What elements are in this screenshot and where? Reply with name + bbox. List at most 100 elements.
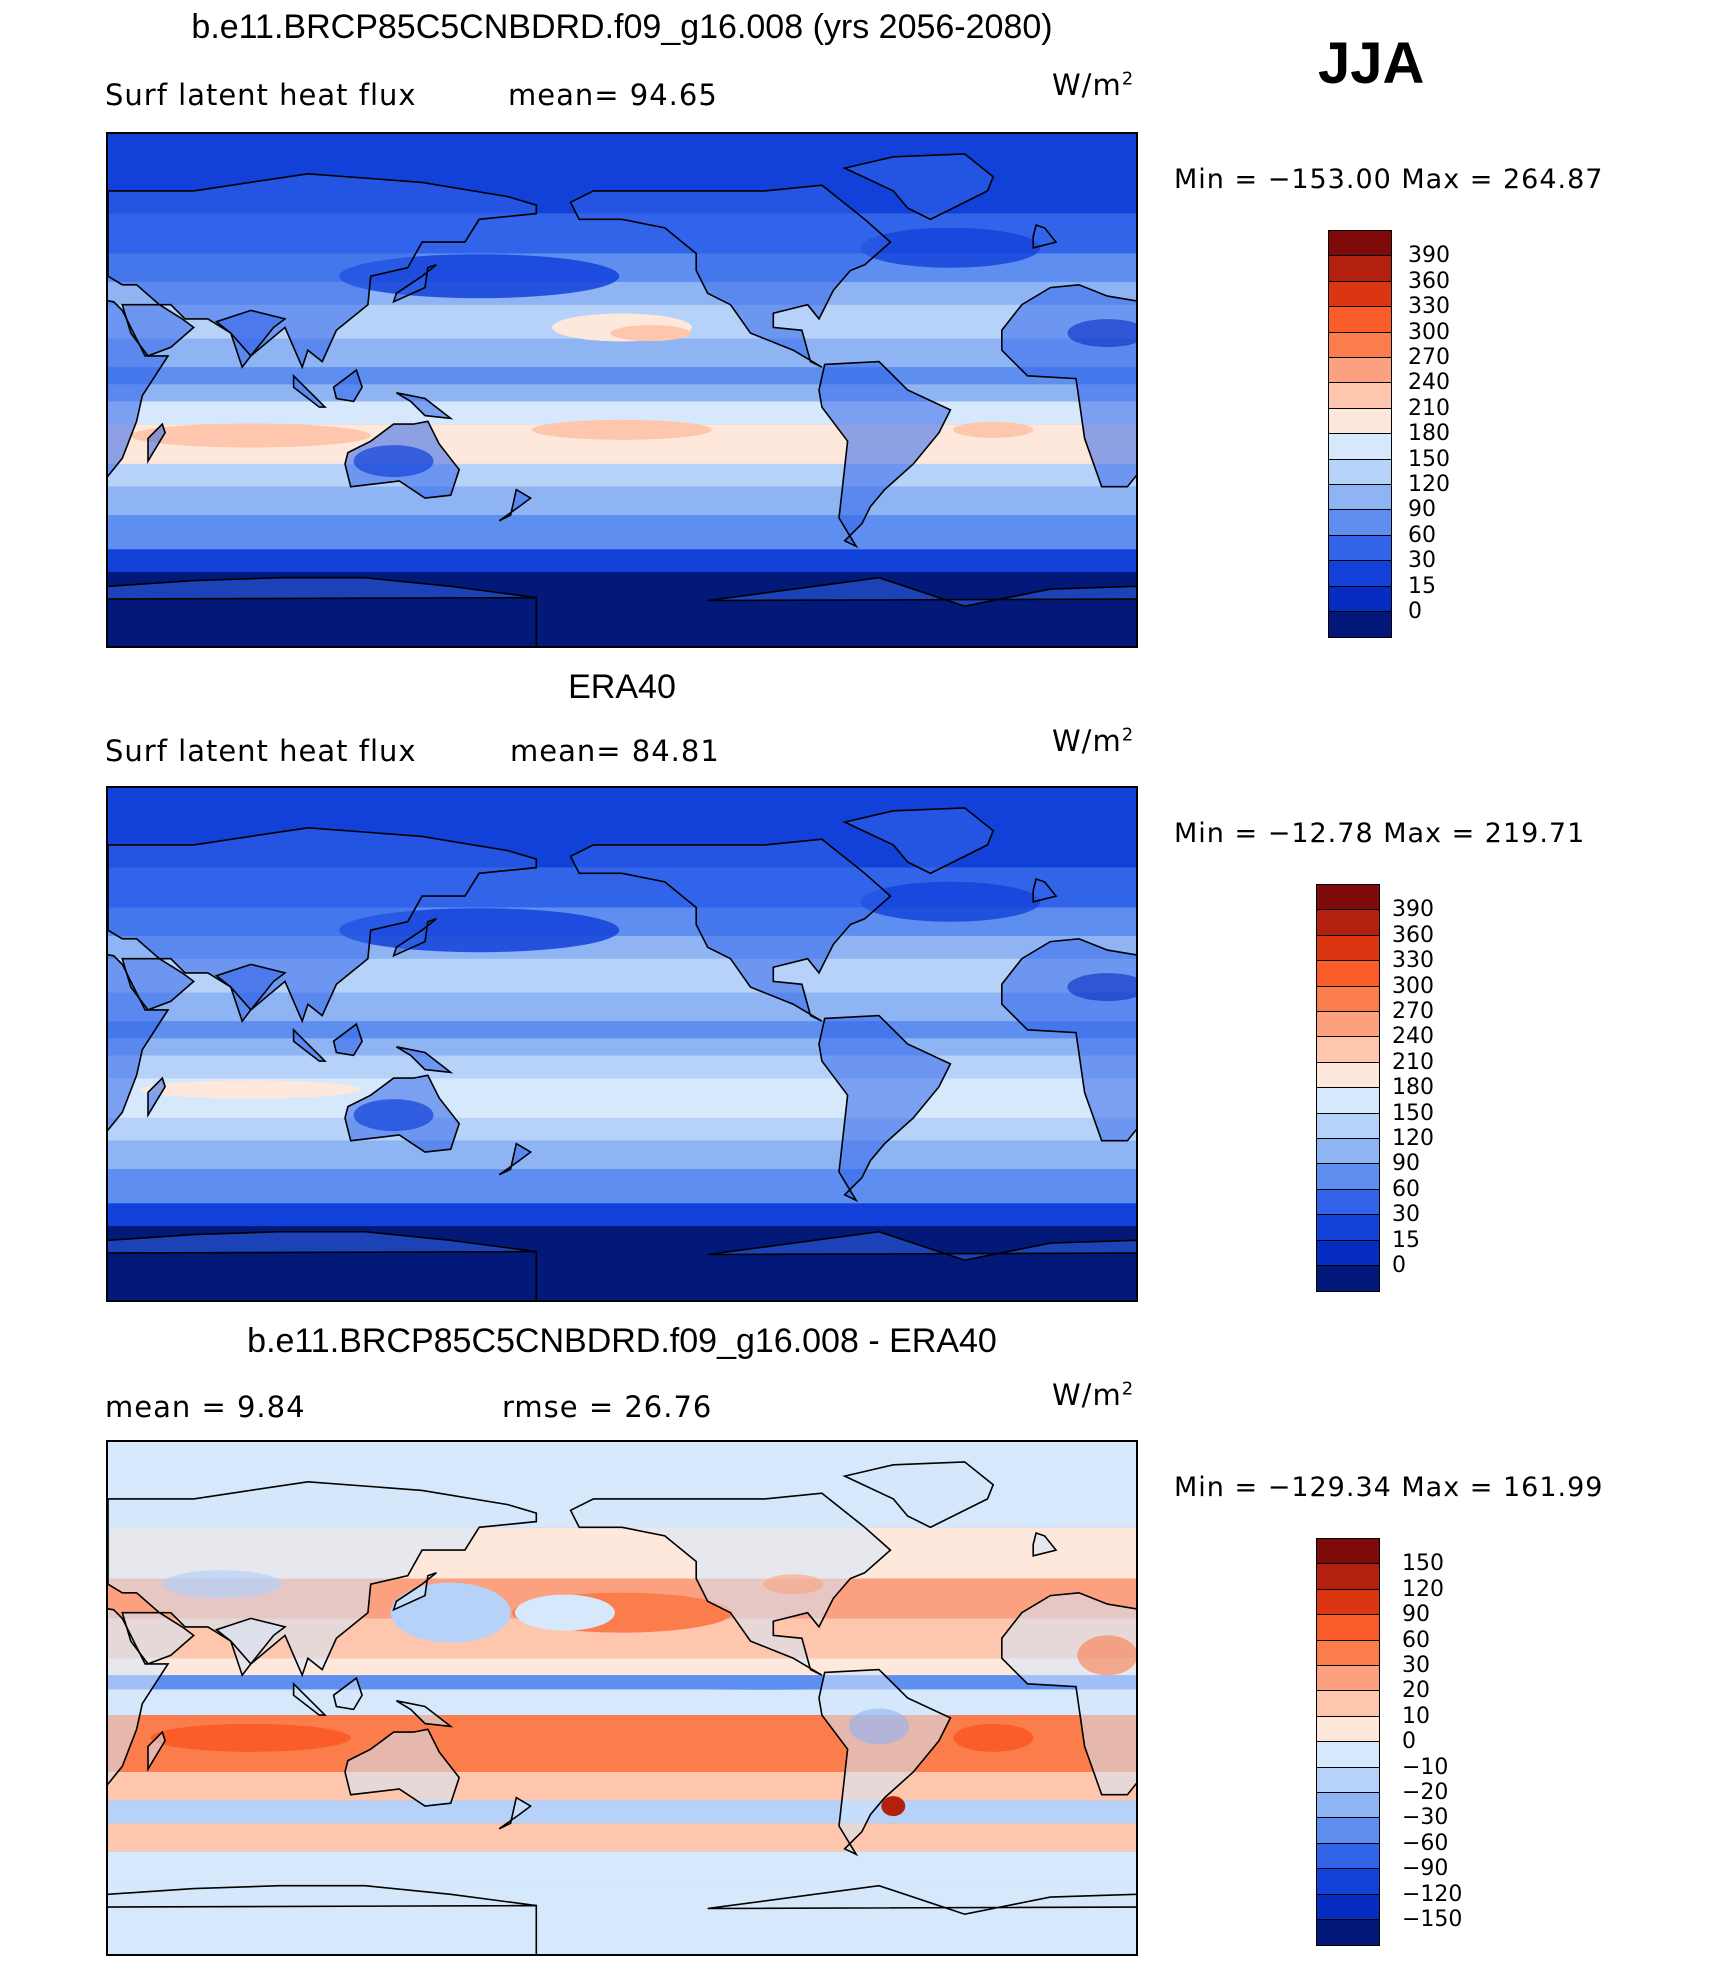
colorbar-label: 360 (1408, 268, 1450, 294)
panel-2-variable-label: Surf latent heat flux (105, 734, 417, 768)
colorbar-label: 240 (1392, 1024, 1434, 1050)
colorbar-box (1316, 934, 1380, 962)
colorbar-box (1316, 1087, 1380, 1115)
colorbar-box (1316, 985, 1380, 1013)
colorbar-box (1316, 1766, 1380, 1794)
panel-2-title: ERA40 (568, 668, 676, 706)
panel-3-mean-label: mean = 9.84 (105, 1390, 306, 1424)
colorbar-label: −120 (1402, 1881, 1463, 1907)
colorbar-label: 30 (1402, 1653, 1430, 1678)
colorbar-box (1328, 382, 1392, 410)
colorbar-box (1328, 255, 1392, 283)
colorbar-label: 90 (1392, 1151, 1420, 1177)
colorbar-box (1316, 1214, 1380, 1242)
obs-field-map (108, 788, 1136, 1300)
colorbar-label: 60 (1408, 522, 1436, 548)
colorbar-label: 330 (1392, 948, 1434, 974)
colorbar-box (1316, 1265, 1380, 1292)
colorbar-box (1328, 534, 1392, 562)
colorbar-box (1316, 1639, 1380, 1667)
colorbar-label: 150 (1402, 1551, 1444, 1577)
panel-2-map (106, 786, 1138, 1302)
colorbar-label: 30 (1392, 1202, 1420, 1228)
colorbar-label: 270 (1408, 345, 1450, 370)
colorbar-box (1328, 331, 1392, 359)
colorbar-label: 60 (1402, 1627, 1430, 1653)
colorbar-label: 150 (1408, 446, 1450, 472)
panel-3-unit: W/m2 (1052, 1378, 1135, 1412)
colorbar-box (1316, 1690, 1380, 1718)
colorbar-label: 300 (1392, 973, 1434, 999)
panel-2-unit: W/m2 (1052, 724, 1135, 758)
panel-3-map (106, 1440, 1138, 1956)
colorbar-label: 180 (1408, 421, 1450, 447)
colorbar-box (1316, 1588, 1380, 1616)
colorbar-box (1316, 909, 1380, 937)
model-field-map (108, 134, 1136, 646)
season-label: JJA (1318, 31, 1425, 96)
colorbar-label: 330 (1408, 294, 1450, 320)
colorbar-box (1316, 1842, 1380, 1870)
colorbar-box (1316, 1919, 1380, 1946)
colorbar-box (1328, 611, 1392, 638)
colorbar-label: 390 (1392, 897, 1434, 923)
colorbar-box (1328, 560, 1392, 588)
colorbar-label: 90 (1402, 1602, 1430, 1628)
colorbar-box (1316, 1011, 1380, 1038)
colorbar-label: −20 (1402, 1780, 1449, 1805)
colorbar-label: 30 (1408, 548, 1436, 574)
panel-1-unit: W/m2 (1052, 68, 1135, 102)
colorbar-box (1328, 230, 1392, 257)
colorbar-box (1328, 306, 1392, 334)
panel-1-variable-label: Surf latent heat flux (105, 78, 417, 112)
panel-2-mean-label: mean= 84.81 (510, 734, 720, 768)
panel-1-map (106, 132, 1138, 648)
colorbar-box (1316, 1868, 1380, 1896)
colorbar-label: −30 (1402, 1805, 1449, 1831)
colorbar-label: 150 (1392, 1100, 1434, 1126)
colorbar-box (1328, 585, 1392, 613)
colorbar-label: 120 (1408, 472, 1450, 497)
colorbar-box (1328, 357, 1392, 384)
panel-3-title: b.e11.BRCP85C5CNBDRD.f09_g16.008 - ERA40 (247, 1322, 997, 1360)
colorbar-box (1316, 1614, 1380, 1642)
colorbar-label: 0 (1392, 1253, 1406, 1278)
colorbar-label: 120 (1392, 1126, 1434, 1151)
colorbar-box (1316, 1893, 1380, 1921)
colorbar-box (1316, 884, 1380, 911)
colorbar-box (1316, 1665, 1380, 1692)
colorbar-box (1316, 1112, 1380, 1140)
colorbar-label: −10 (1402, 1754, 1449, 1780)
colorbar-label: 60 (1392, 1176, 1420, 1202)
colorbar-label: 20 (1402, 1678, 1430, 1704)
colorbar-box (1316, 1188, 1380, 1216)
colorbar-label: 0 (1402, 1729, 1416, 1755)
panel-3-min-max: Min = −129.34 Max = 161.99 (1174, 1472, 1604, 1503)
colorbar-box (1316, 1817, 1380, 1845)
colorbar-box (1316, 1741, 1380, 1769)
colorbar-label: 360 (1392, 922, 1434, 948)
colorbar-box (1316, 1563, 1380, 1591)
colorbar-box (1328, 433, 1392, 461)
colorbar-label: 180 (1392, 1075, 1434, 1101)
colorbar-box (1328, 407, 1392, 435)
colorbar-label: −150 (1402, 1907, 1463, 1932)
colorbar-box (1316, 1061, 1380, 1089)
colorbar-box (1316, 1538, 1380, 1565)
colorbar-label: −90 (1402, 1856, 1449, 1882)
panel-2-min-max: Min = −12.78 Max = 219.71 (1174, 818, 1586, 849)
colorbar-box (1328, 280, 1392, 308)
colorbar-label: 90 (1408, 497, 1436, 523)
colorbar-box (1316, 1715, 1380, 1743)
colorbar-label: 210 (1392, 1049, 1434, 1075)
colorbar-label: 10 (1402, 1703, 1430, 1729)
colorbar-box (1328, 484, 1392, 511)
colorbar-box (1316, 1138, 1380, 1165)
colorbar-label: −60 (1402, 1830, 1449, 1856)
colorbar-label: 210 (1408, 395, 1450, 421)
panel-3-rmse-label: rmse = 26.76 (502, 1390, 713, 1424)
panel-1-title: b.e11.BRCP85C5CNBDRD.f09_g16.008 (yrs 20… (191, 8, 1053, 46)
colorbar-label: 300 (1408, 319, 1450, 345)
difference-field-map (108, 1442, 1136, 1954)
colorbar-box (1328, 509, 1392, 537)
